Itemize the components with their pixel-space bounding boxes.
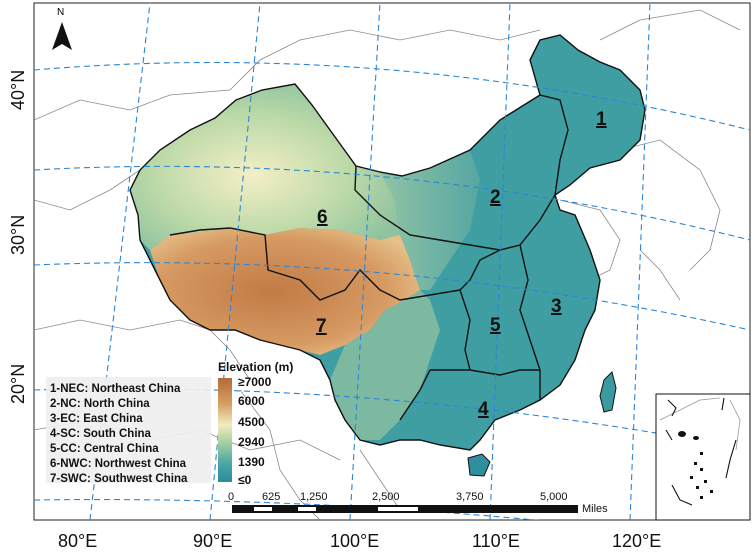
scale-tick: 5,000 [540, 491, 568, 503]
elevation-tick: ≤0 [238, 473, 252, 487]
region-number-2: 2 [490, 187, 501, 208]
lon-label: 100°E [330, 531, 379, 551]
region-number-6: 6 [317, 207, 328, 228]
lon-label: 80°E [58, 531, 97, 551]
lat-label: 30°N [8, 215, 28, 255]
region-number-3: 3 [551, 296, 562, 317]
legend-region-6: 6-NWC: Northwest China [50, 458, 187, 470]
southwest-terrain [330, 290, 440, 440]
lon-label: 120°E [612, 531, 661, 551]
elevation-tick: ≥7000 [238, 375, 272, 389]
region-boundaries [129, 34, 646, 451]
northwest-terrain [130, 84, 400, 250]
plateau-terrain [150, 228, 420, 355]
region-legend: 1-NEC: Northeast China 2-NC: North China… [50, 383, 188, 485]
region-number-7: 7 [316, 316, 327, 337]
region-number-5: 5 [490, 315, 501, 336]
scale-tick: 2,500 [372, 491, 400, 503]
elevation-ticks: ≥7000 6000 4500 2940 1390 ≤0 [238, 375, 272, 487]
lat-label: 20°N [8, 364, 28, 404]
legend-region-1: 1-NEC: Northeast China [50, 383, 181, 395]
region-number-1: 1 [596, 109, 607, 130]
elevation-tick: 1390 [238, 455, 265, 469]
elevation-tick: 6000 [238, 394, 265, 408]
lat-label: 40°N [8, 70, 28, 110]
legend-region-4: 4-SC: South China [50, 428, 152, 440]
elevation-tick: 2940 [238, 435, 265, 449]
legend-region-7: 7-SWC: Southwest China [50, 473, 188, 485]
region-legend-box [46, 377, 211, 483]
north-label: N [57, 7, 64, 18]
scale-bar: 0 625 1,250 2,500 3,750 5,000 Miles [228, 491, 608, 515]
legend-region-3: 3-EC: East China [50, 413, 143, 425]
taiwan-island [599, 371, 617, 413]
elevation-color-ramp [218, 378, 232, 482]
scale-unit: Miles [582, 503, 608, 515]
elevation-legend-title: Elevation (m) [218, 360, 293, 374]
region-numbers: 1 2 3 4 5 6 7 [316, 109, 607, 420]
inset-map [655, 393, 751, 521]
scale-tick: 3,750 [456, 491, 484, 503]
elevation-tick: 4500 [238, 415, 265, 429]
longitude-labels: 80°E 90°E 100°E 110°E 120°E [58, 531, 661, 551]
lon-label: 90°E [193, 531, 232, 551]
scale-tick: 1,250 [300, 491, 328, 503]
region-number-4: 4 [478, 399, 489, 420]
latitude-labels: 40°N 30°N 20°N [8, 70, 28, 404]
scale-tick: 0 [228, 491, 234, 503]
neighbor-boundaries [34, 9, 741, 520]
north-arrow-icon: N [52, 7, 72, 50]
legend-region-2: 2-NC: North China [50, 398, 150, 410]
scale-tick: 625 [262, 491, 280, 503]
legend-region-5: 5-CC: Central China [50, 443, 159, 455]
hainan-island [467, 453, 491, 477]
lon-label: 110°E [472, 531, 520, 551]
